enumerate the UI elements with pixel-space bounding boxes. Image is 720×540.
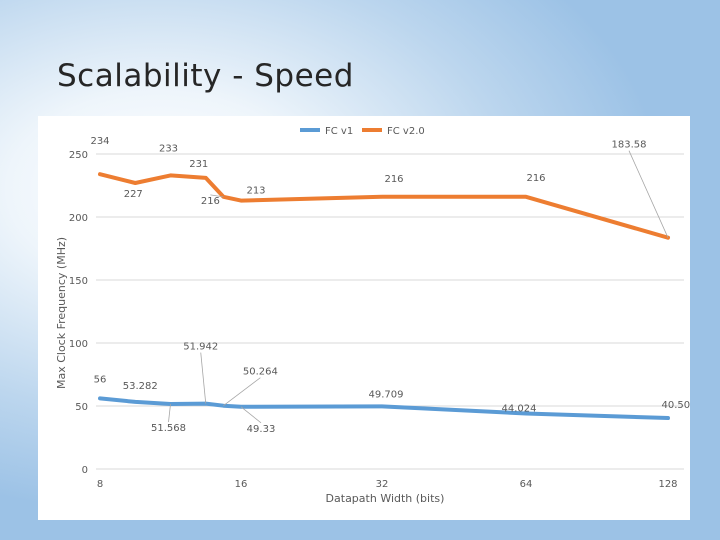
leader-line — [240, 406, 262, 424]
legend-label: FC v1 — [325, 126, 353, 137]
slide-title: Scalability - Speed — [57, 58, 354, 94]
x-axis-tick-labels: 8 16 32 64 128 — [97, 479, 678, 490]
legend: FC v1 FC v2.0 — [300, 126, 425, 137]
line-chart: 0 50 100 150 200 250 8 16 32 64 128 56 53.282 51.56… — [55, 126, 697, 505]
y-tick-label: 0 — [82, 465, 88, 476]
data-label: 40.502 — [662, 400, 691, 411]
x-tick-label: 8 — [97, 479, 103, 490]
y-tick-label: 250 — [69, 150, 88, 161]
data-label: 234 — [90, 136, 109, 147]
data-label: 216 — [384, 174, 403, 185]
data-label: 56 — [94, 374, 107, 385]
data-label: 183.58 — [612, 140, 647, 151]
series-line-fc-v2 — [98, 172, 670, 240]
x-tick-label: 32 — [376, 479, 389, 490]
y-tick-label: 200 — [69, 213, 88, 224]
data-label: 53.282 — [123, 381, 158, 392]
legend-label: FC v2.0 — [387, 126, 425, 137]
data-label: 213 — [246, 186, 265, 197]
data-label: 216 — [526, 173, 545, 184]
data-labels: 56 53.282 51.568 51.942 50.264 49.33 49.709 44.… — [90, 136, 696, 435]
chart-panel: 0 50 100 150 200 250 8 16 32 64 128 56 53.282 51.56… — [38, 116, 697, 520]
x-tick-label: 16 — [235, 479, 248, 490]
leader-line — [210, 194, 224, 198]
label-leader-lines — [168, 150, 669, 424]
data-label: 233 — [159, 143, 178, 154]
y-axis-tick-labels: 0 50 100 150 200 250 — [69, 150, 88, 476]
y-tick-label: 100 — [69, 339, 88, 350]
x-tick-label: 128 — [658, 479, 677, 490]
gridlines — [96, 153, 684, 470]
data-label: 231 — [189, 159, 208, 170]
data-label: 227 — [124, 189, 143, 200]
leader-line — [223, 377, 261, 406]
data-label: 44.024 — [502, 404, 537, 415]
y-tick-label: 150 — [69, 276, 88, 287]
leader-line — [628, 150, 669, 238]
y-tick-label: 50 — [75, 402, 88, 413]
data-label: 216 — [201, 196, 220, 207]
x-axis-title: Datapath Width (bits) — [326, 492, 445, 505]
data-label: 49.709 — [369, 389, 404, 400]
series-line-fc-v1 — [98, 396, 670, 420]
data-label: 51.942 — [183, 342, 218, 353]
leader-line — [200, 352, 207, 404]
series-lines — [98, 172, 670, 420]
data-label: 50.264 — [243, 367, 278, 378]
leader-line — [168, 403, 171, 423]
data-label: 51.568 — [151, 423, 186, 434]
y-axis-title: Max Clock Frequency (MHz) — [55, 237, 68, 389]
x-tick-label: 64 — [520, 479, 533, 490]
data-label: 49.33 — [247, 424, 276, 435]
